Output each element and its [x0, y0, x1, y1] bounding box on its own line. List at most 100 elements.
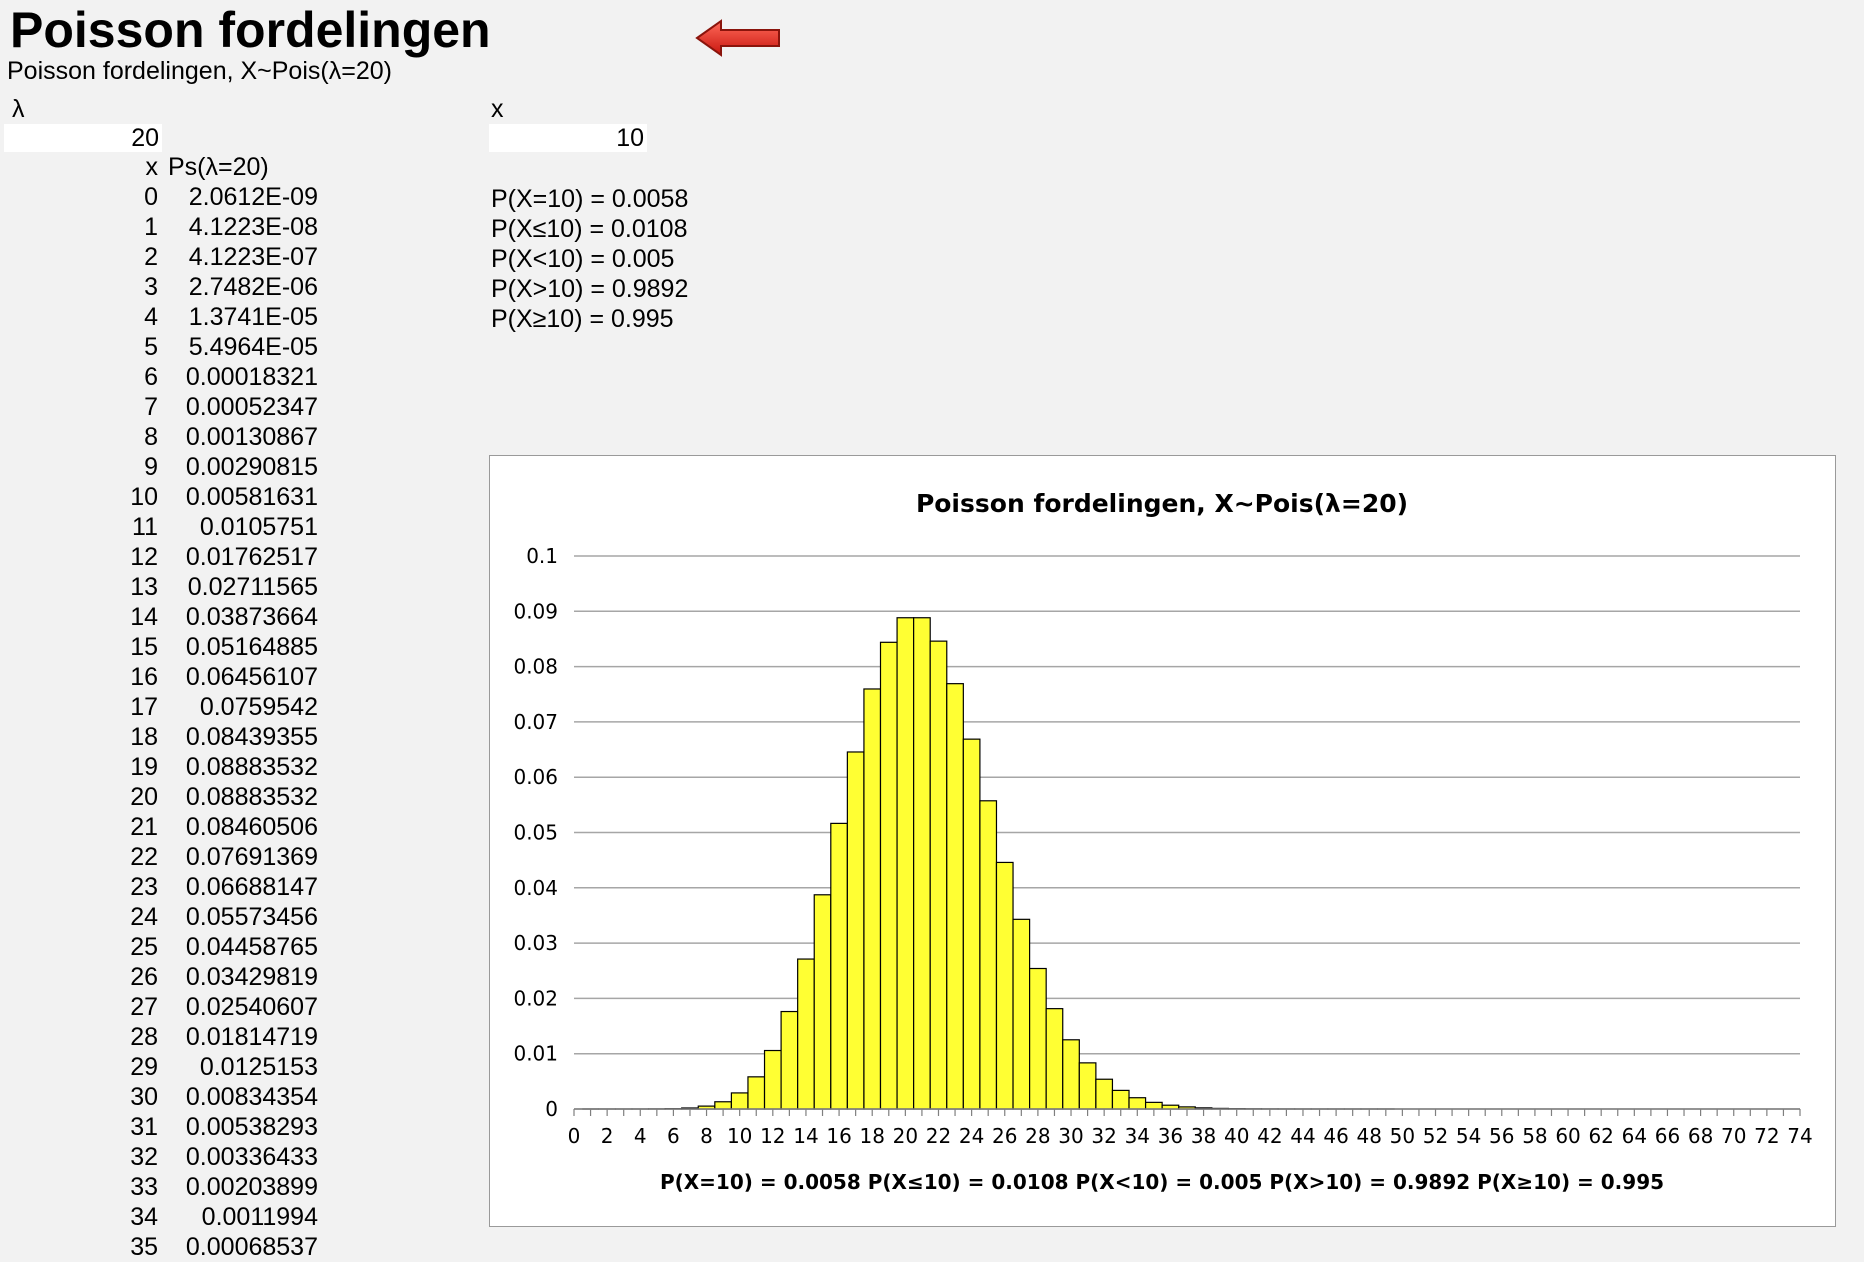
x-tick-label: 68 [1688, 1124, 1713, 1148]
y-tick-label: 0.1 [526, 544, 558, 568]
chart-bar [963, 739, 980, 1109]
table-cell-x: 20 [0, 782, 158, 812]
chart-bar [1079, 1063, 1096, 1109]
chart-bar [781, 1012, 798, 1109]
chart-bar [765, 1051, 782, 1109]
table-cell-x: 3 [0, 272, 158, 302]
table-cell-x: 16 [0, 662, 158, 692]
table-cell-p: 0.00581631 [160, 482, 318, 512]
x-tick-label: 30 [1058, 1124, 1083, 1148]
chart-bar [914, 618, 931, 1109]
table-cell-p: 1.3741E-05 [160, 302, 318, 332]
table-cell-x: 27 [0, 992, 158, 1022]
x-tick-label: 16 [826, 1124, 851, 1148]
table-cell-x: 32 [0, 1142, 158, 1172]
table-cell-p: 0.0759542 [160, 692, 318, 722]
chart-bar [731, 1093, 748, 1109]
table-cell-x: 1 [0, 212, 158, 242]
table-cell-p: 0.05164885 [160, 632, 318, 662]
x-tick-label: 52 [1423, 1124, 1448, 1148]
table-cell-x: 10 [0, 482, 158, 512]
x-tick-label: 18 [859, 1124, 884, 1148]
chart-title: Poisson fordelingen, X~Pois(λ=20) [916, 489, 1408, 518]
chart-bar [1063, 1040, 1080, 1109]
table-cell-p: 0.00203899 [160, 1172, 318, 1202]
table-cell-p: 5.4964E-05 [160, 332, 318, 362]
chart-bar [715, 1102, 732, 1109]
chart-bar [930, 641, 947, 1109]
x-tick-label: 4 [634, 1124, 647, 1148]
table-cell-p: 0.02540607 [160, 992, 318, 1022]
table-cell-p: 0.0011994 [160, 1202, 318, 1232]
table-cell-p: 0.04458765 [160, 932, 318, 962]
x-tick-label: 72 [1754, 1124, 1779, 1148]
chart-bar [1046, 1009, 1063, 1109]
lambda-input[interactable]: 20 [4, 124, 162, 152]
x-tick-label: 70 [1721, 1124, 1746, 1148]
y-tick-label: 0.05 [513, 821, 558, 845]
poisson-chart: Poisson fordelingen, X~Pois(λ=20) 00.010… [490, 456, 1835, 1226]
table-cell-p: 0.00018321 [160, 362, 318, 392]
x-tick-label: 32 [1091, 1124, 1116, 1148]
x-tick-label: 48 [1357, 1124, 1382, 1148]
chart-bar [1112, 1090, 1129, 1109]
x-tick-label: 8 [700, 1124, 713, 1148]
table-cell-x: 13 [0, 572, 158, 602]
x-tick-label: 40 [1224, 1124, 1249, 1148]
table-cell-p: 0.00290815 [160, 452, 318, 482]
table-cell-p: 0.05573456 [160, 902, 318, 932]
x-tick-label: 42 [1257, 1124, 1282, 1148]
table-cell-x: 26 [0, 962, 158, 992]
x-tick-label: 34 [1125, 1124, 1150, 1148]
chart-bar [1030, 969, 1047, 1109]
x-tick-label: 28 [1025, 1124, 1050, 1148]
table-cell-x: 21 [0, 812, 158, 842]
chart-bar [881, 642, 898, 1109]
table-cell-x: 31 [0, 1112, 158, 1142]
table-cell-x: 29 [0, 1052, 158, 1082]
chart-bar [996, 862, 1013, 1109]
x-tick-label: 24 [959, 1124, 984, 1148]
chart-bar [1013, 919, 1030, 1109]
header-p: Ps(λ=20) [168, 152, 269, 182]
x-tick-label: 60 [1555, 1124, 1580, 1148]
table-cell-p: 0.08439355 [160, 722, 318, 752]
table-cell-x: 9 [0, 452, 158, 482]
table-cell-p: 0.00336433 [160, 1142, 318, 1172]
x-tick-label: 50 [1390, 1124, 1415, 1148]
chart-bar [980, 801, 997, 1109]
x-tick-label: 46 [1323, 1124, 1348, 1148]
x-input[interactable]: 10 [489, 124, 647, 152]
table-cell-p: 0.00130867 [160, 422, 318, 452]
prob-le: P(X≤10) = 0.0108 [491, 214, 687, 244]
chart-bar [831, 823, 848, 1109]
table-cell-x: 5 [0, 332, 158, 362]
x-tick-label: 58 [1522, 1124, 1547, 1148]
table-cell-x: 19 [0, 752, 158, 782]
table-cell-p: 0.03873664 [160, 602, 318, 632]
x-tick-label: 54 [1456, 1124, 1481, 1148]
sheet-subtitle: Poisson fordelingen, X~Pois(λ=20) [7, 56, 392, 86]
chart-bar [798, 959, 815, 1109]
y-tick-label: 0 [545, 1097, 558, 1121]
table-cell-x: 7 [0, 392, 158, 422]
x-tick-label: 12 [760, 1124, 785, 1148]
table-cell-p: 0.00538293 [160, 1112, 318, 1142]
table-cell-p: 0.00068537 [160, 1232, 318, 1262]
x-tick-label: 56 [1489, 1124, 1514, 1148]
table-cell-x: 6 [0, 362, 158, 392]
y-tick-label: 0.07 [513, 710, 558, 734]
table-cell-x: 17 [0, 692, 158, 722]
table-cell-x: 25 [0, 932, 158, 962]
table-cell-p: 0.08883532 [160, 782, 318, 812]
table-cell-x: 18 [0, 722, 158, 752]
table-cell-x: 23 [0, 872, 158, 902]
x-label: x [491, 94, 504, 124]
chart-bar [847, 752, 864, 1109]
table-cell-p: 0.08460506 [160, 812, 318, 842]
table-cell-p: 4.1223E-07 [160, 242, 318, 272]
chart-bar [1096, 1079, 1113, 1109]
x-tick-label: 10 [727, 1124, 752, 1148]
table-cell-x: 11 [0, 512, 158, 542]
